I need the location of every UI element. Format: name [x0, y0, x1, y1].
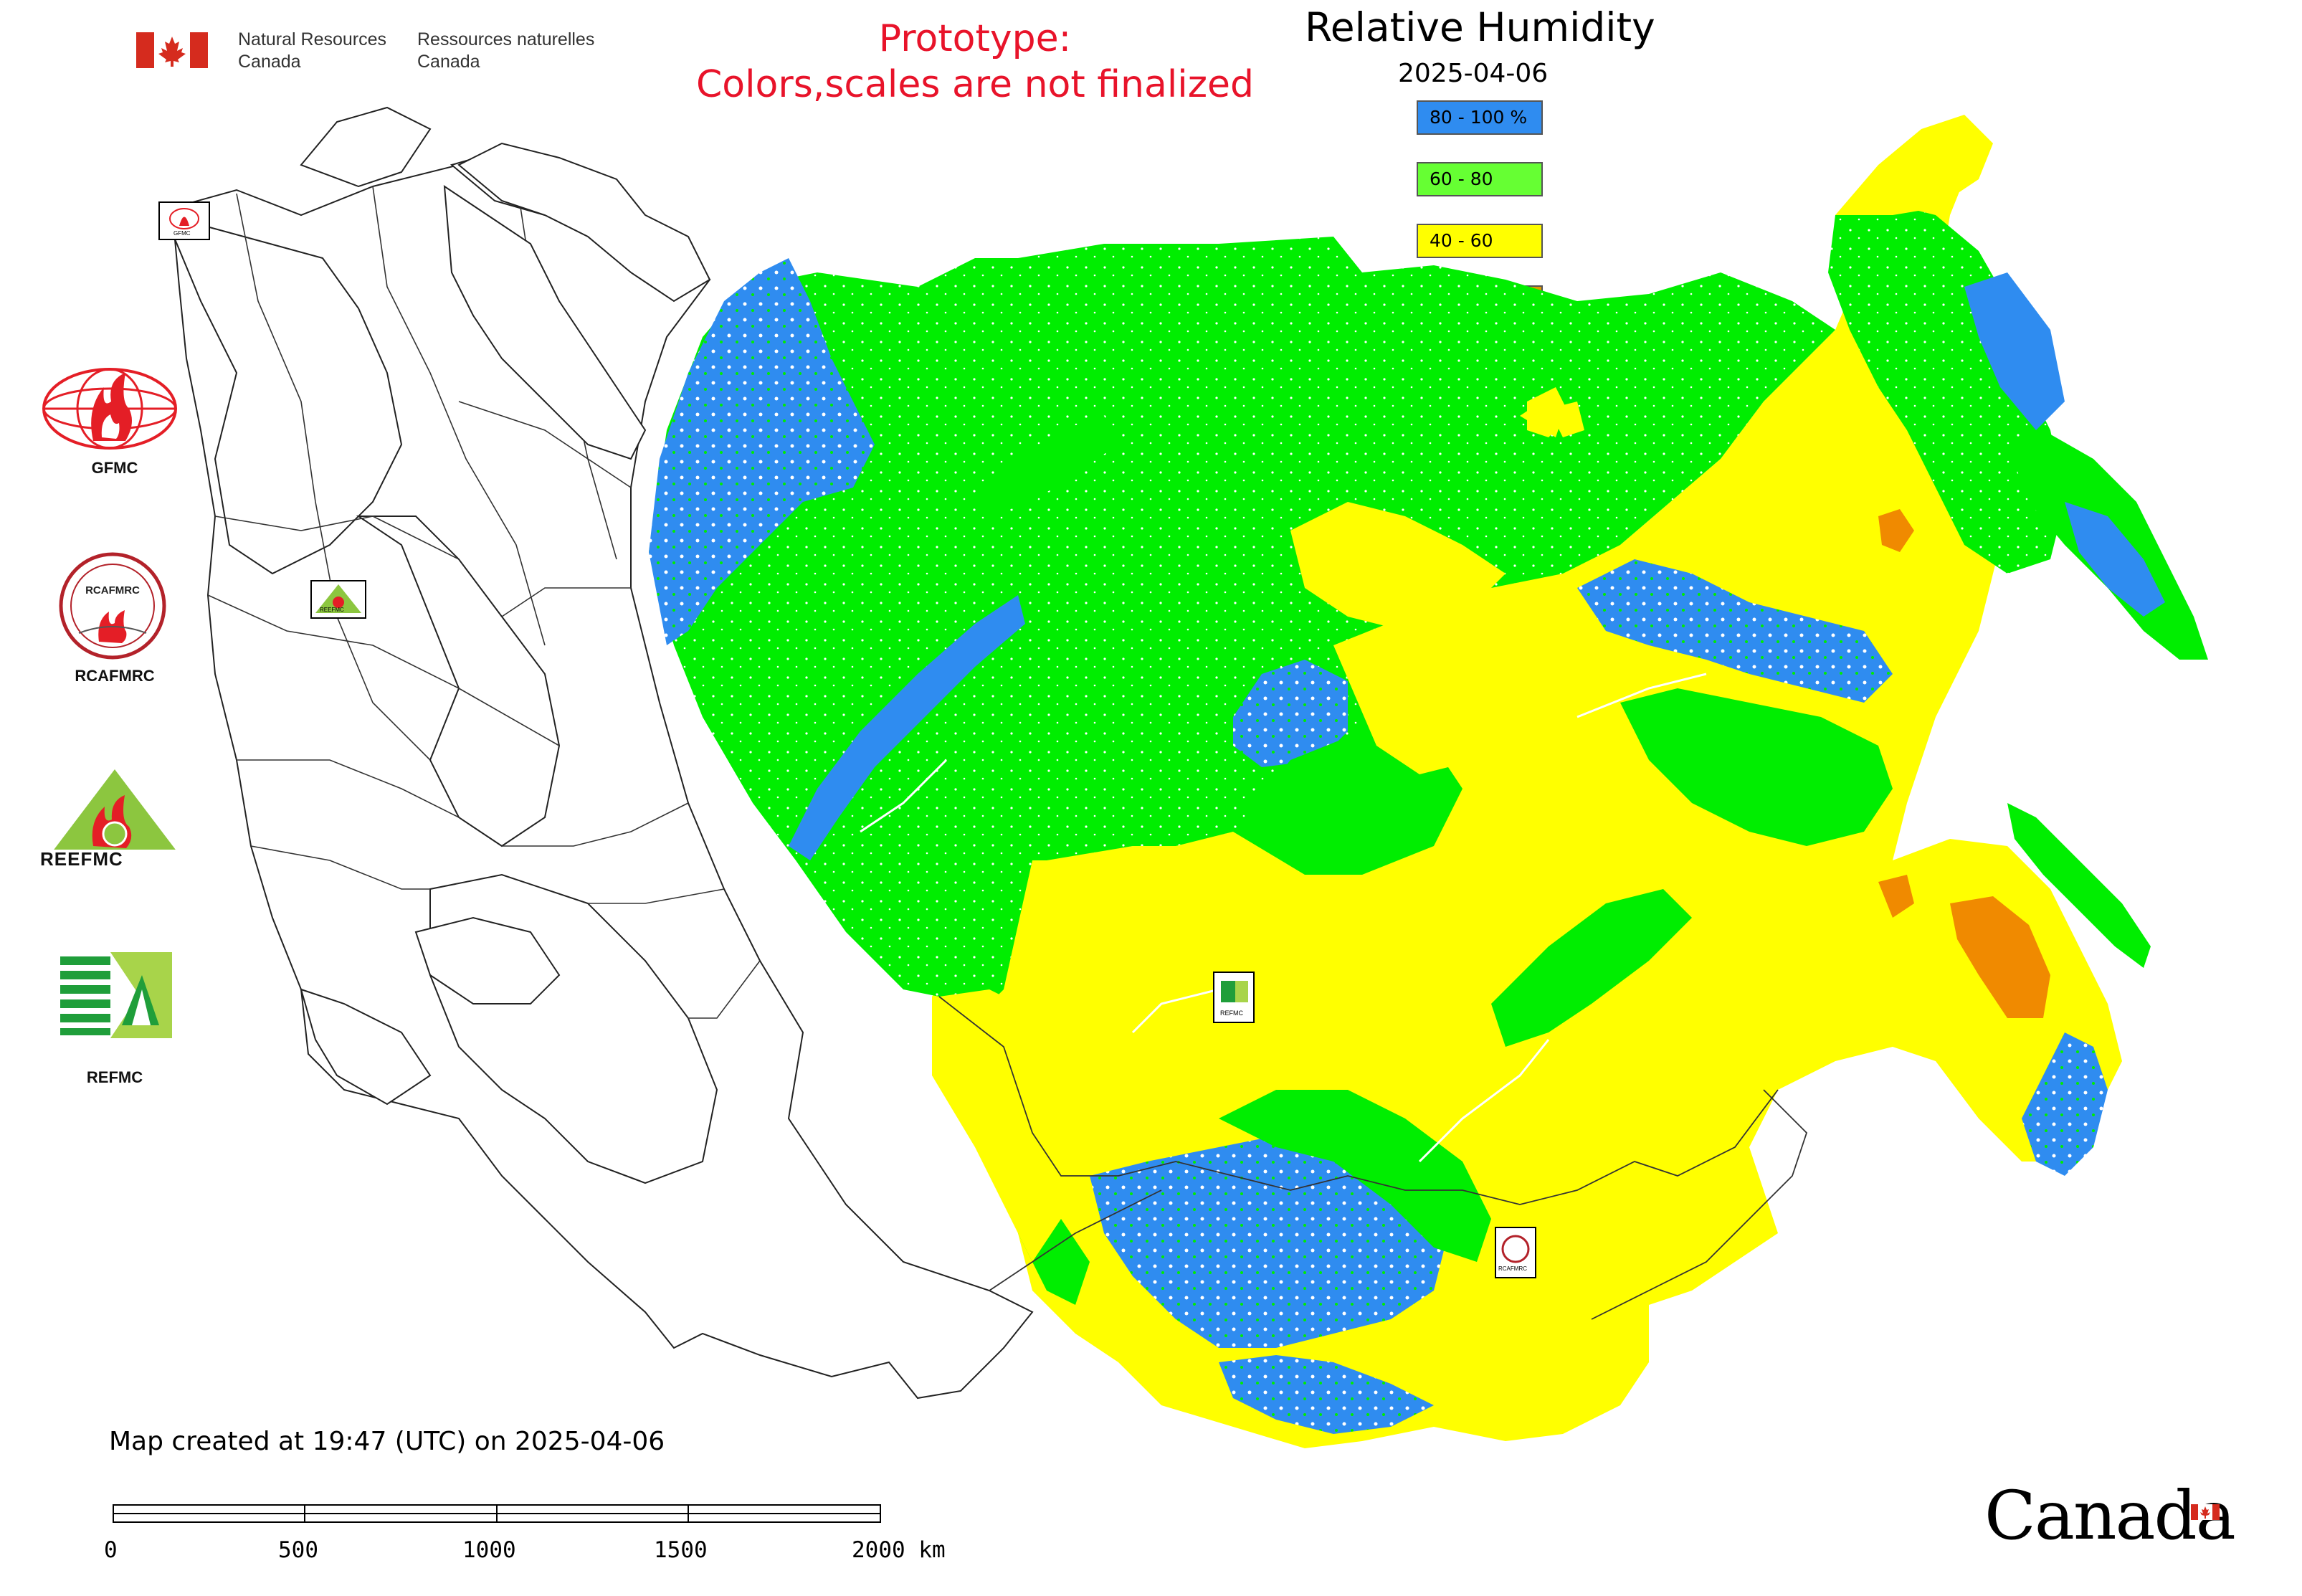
gfmc-marker-label: GFMC: [173, 230, 191, 237]
gfmc-logo[interactable]: GFMC: [36, 358, 194, 480]
scale-label-1500: 1500: [654, 1537, 708, 1563]
gfmc-label: GFMC: [91, 459, 138, 477]
zone-80-100-kola: [649, 258, 875, 645]
refmc-marker-label: REFMC: [1220, 1010, 1243, 1017]
zone-60-80-sakhalin: [2007, 803, 2151, 968]
refmc-map-marker[interactable]: [1213, 972, 1255, 1023]
scale-label-500: 500: [278, 1537, 318, 1563]
wordmark-flag-icon: [2191, 1504, 2220, 1520]
svg-text:RCAFMRC: RCAFMRC: [85, 584, 140, 597]
gfmc-map-marker[interactable]: [158, 201, 210, 240]
rcafmrc-label: RCAFMRC: [75, 667, 155, 685]
map-date: 2025-04-06: [1398, 59, 1549, 88]
reefmc-emblem-text: REEFMC: [40, 848, 123, 870]
map-created-note: Map created at 19:47 (UTC) on 2025-04-06: [109, 1427, 665, 1456]
scale-label-0: 0: [104, 1537, 118, 1563]
rcafmrc-seal-icon: RCAFMRC: [59, 552, 166, 660]
humidity-field: [649, 115, 2208, 1448]
zone-40-60-north: [1333, 545, 1649, 774]
zone-80-100-primorye: [2022, 1032, 2108, 1176]
legend-item-0: 80 - 100 %: [1417, 100, 1543, 135]
refmc-logo[interactable]: REFMC: [36, 946, 194, 1090]
zone-40-60-kazakh: [939, 989, 1061, 1262]
prototype-line1: Prototype:: [878, 17, 1072, 60]
reefmc-map-marker[interactable]: [310, 580, 366, 619]
zone-80-100-kamchatka: [2065, 502, 2165, 617]
gfmc-flame-globe-icon: [42, 368, 177, 450]
refmc-emblem-icon: [56, 952, 172, 1038]
org-name-en-line1: Natural Resources: [238, 29, 387, 49]
canada-flag-icon: [136, 32, 208, 68]
novaya-zemlya: [975, 416, 1118, 516]
zone-40-60-taymyr: [1290, 502, 1506, 631]
zone-60-80-baikal: [1491, 889, 1692, 1047]
org-name-fr-line1: Ressources naturelles: [417, 29, 595, 49]
zone-80-100-kolyma: [1964, 272, 2065, 430]
zone-20-40-amur: [1950, 896, 2050, 1018]
rcafmrc-marker-label: RCAFMRC: [1498, 1265, 1527, 1272]
zone-60-80-sayan: [1219, 1090, 1491, 1262]
map-title: Relative Humidity: [1305, 4, 1655, 50]
prototype-notice: Prototype: Colors,scales are not finaliz…: [674, 16, 1276, 108]
zone-60-80-central: [1233, 731, 1462, 875]
rcafmrc-map-marker[interactable]: [1495, 1227, 1536, 1278]
scale-bar: [113, 1504, 881, 1523]
reefmc-triangle-icon: [36, 769, 194, 865]
zone-80-100-altai: [1090, 1133, 1448, 1348]
zone-40-60-chukotka: [1835, 115, 1993, 215]
zone-80-100-yakutia: [1577, 559, 1893, 703]
prototype-line2: Colors,scales are not finalized: [695, 63, 1255, 106]
zone-20-40-nw-patch: [1878, 509, 1914, 552]
legend-item-2: 40 - 60: [1417, 224, 1543, 258]
org-name-fr-line2: Canada: [417, 52, 480, 72]
org-name-en-line2: Canada: [238, 52, 301, 72]
zone-60-80-yakutia: [1620, 688, 1893, 846]
org-name-en: Natural Resources Canada: [238, 29, 386, 73]
rivers: [860, 673, 1707, 1163]
scale-label-1000: 1000: [462, 1537, 516, 1563]
org-name-fr: Ressources naturelles Canada: [417, 29, 594, 73]
zone-40-60-wrangel: [1549, 402, 1584, 437]
reefmc-marker-label: REEFMC: [320, 607, 344, 613]
zone-20-40-west-amur: [1878, 875, 1914, 918]
zone-80-100-urals: [789, 595, 1025, 860]
zone-80-100-south-edge: [1219, 1355, 1434, 1434]
zone-80-100-west-siberia: [1233, 660, 1348, 767]
rcafmrc-logo[interactable]: RCAFMRC RCAFMRC: [36, 548, 194, 692]
reefmc-logo[interactable]: REEFMC: [36, 764, 194, 878]
map-borders: [938, 996, 1808, 1320]
scandinavia-outlines: [443, 142, 711, 460]
legend-item-1: 60 - 80: [1417, 162, 1543, 196]
scale-label-2000: 2000 km: [852, 1537, 946, 1563]
refmc-label: REFMC: [86, 1068, 143, 1086]
zone-60-80-northeast: [1828, 201, 2065, 574]
western-region-outlines: [163, 106, 1034, 1400]
